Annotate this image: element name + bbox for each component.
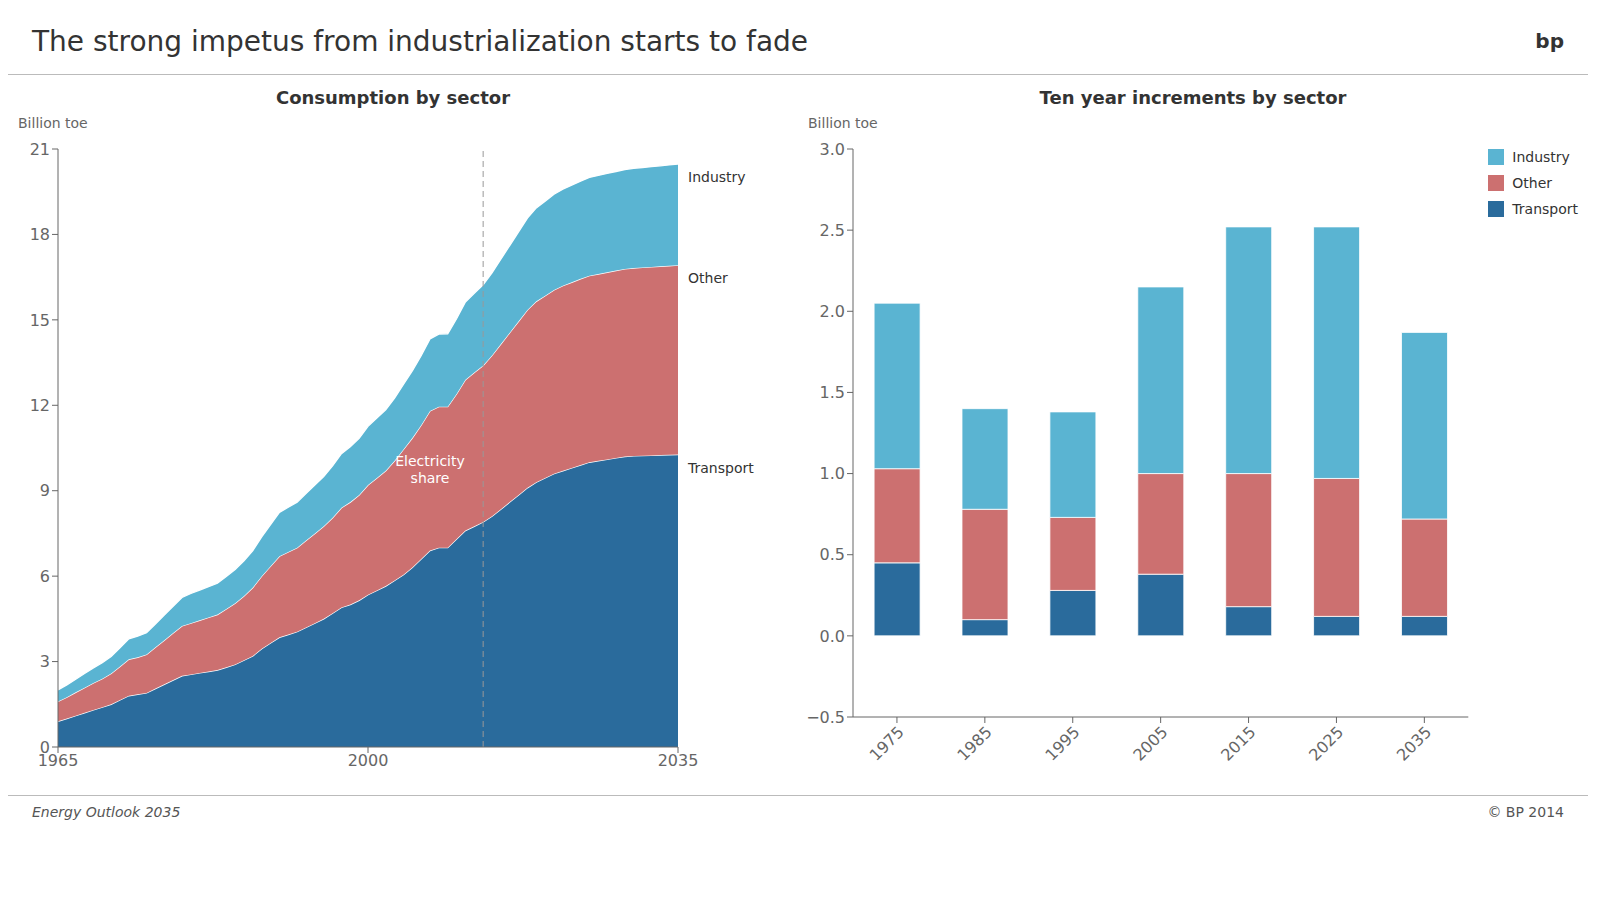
svg-text:1965: 1965 [37,751,79,771]
svg-text:Electricityshare: Electricityshare [395,453,465,486]
svg-text:2005: 2005 [1129,722,1171,764]
svg-text:21: 21 [30,140,50,159]
html-text:Industry: Industry [1512,149,1570,165]
svg-text:1985: 1985 [953,722,995,764]
html-text:Billion toe: Billion toe [18,115,88,131]
svg-text:1975: 1975 [866,722,908,764]
html-text:Ten year increments by sector: Ten year increments by sector [1039,87,1347,108]
svg-text:15: 15 [30,311,50,330]
svg-text:1995: 1995 [1041,722,1083,764]
svg-text:2015: 2015 [1217,722,1259,764]
svg-text:3: 3 [40,652,50,671]
html-text:The strong impetus from indust: The strong impetus from industrializatio… [32,24,809,58]
svg-text:1.5: 1.5 [820,383,845,402]
svg-text:0.0: 0.0 [820,627,845,646]
svg-text:2.0: 2.0 [820,302,845,321]
svg-text:2.5: 2.5 [820,221,845,240]
svg-text:1.0: 1.0 [820,464,845,483]
svg-text:9: 9 [40,481,50,500]
svg-text:Other: Other [688,270,728,286]
html-text:Energy Outlook 2035: Energy Outlook 2035 [32,804,181,820]
html-text:© BP 2014: © BP 2014 [1487,804,1564,820]
svg-text:2035: 2035 [658,751,699,770]
svg-text:−0.5: −0.5 [806,708,845,727]
svg-text:12: 12 [30,396,50,415]
svg-text:2000: 2000 [348,751,389,770]
svg-text:2025: 2025 [1305,722,1347,764]
svg-text:Industry: Industry [688,169,746,185]
html-text:bp: bp [1535,29,1564,53]
svg-text:2035: 2035 [1393,722,1435,764]
html-text:Transport: Transport [1512,201,1578,217]
html-text:Billion toe: Billion toe [808,115,878,131]
svg-text:0: 0 [40,738,50,757]
html-text:Consumption by sector: Consumption by sector [275,87,510,108]
svg-text:Transport: Transport [687,460,754,476]
svg-text:3.0: 3.0 [820,140,845,159]
html-text:Other: Other [1512,175,1553,191]
svg-text:0.5: 0.5 [820,545,845,564]
svg-text:6: 6 [40,567,50,586]
svg-text:18: 18 [30,225,50,244]
